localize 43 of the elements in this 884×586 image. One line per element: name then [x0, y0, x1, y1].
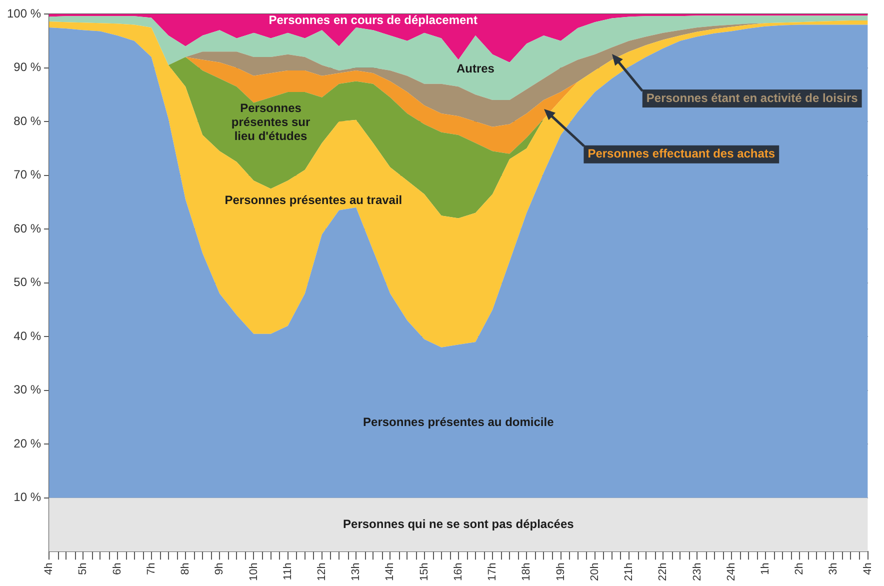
- series-label: Personnes présentes au domicile: [363, 414, 554, 429]
- y-tick-label: 60 %: [14, 221, 42, 236]
- x-tick-label: 9h: [214, 562, 226, 575]
- series-label: Autres: [456, 61, 495, 76]
- series-label: Personnes qui ne se sont pas déplacées: [343, 517, 574, 532]
- text: Personnes effectuant des achats: [588, 146, 776, 161]
- x-tick-label: 4h: [862, 562, 874, 575]
- y-tick-label: 80 %: [14, 114, 42, 128]
- x-tick-label: 16h: [452, 562, 464, 582]
- y-tick-label: 30 %: [14, 382, 42, 397]
- x-tick-label: 20h: [588, 562, 601, 582]
- y-tick-label: 50 %: [14, 275, 42, 290]
- x-tick-label: 11h: [282, 562, 294, 580]
- x-tick-label: 14h: [384, 562, 396, 582]
- series-label: Personnes en cours de déplacement: [268, 13, 478, 28]
- x-tick-label: 19h: [554, 562, 567, 582]
- y-tick-label: 40 %: [14, 328, 42, 343]
- x-tick-label: 1h: [759, 562, 772, 575]
- x-tick-label: 21h: [623, 562, 636, 582]
- x-tick-label: 6h: [111, 562, 124, 575]
- x-tick-label: 12h: [316, 562, 328, 582]
- y-tick-label: 20 %: [14, 436, 42, 450]
- x-tick-label: 24h: [725, 562, 738, 582]
- x-tick-label: 13h: [350, 562, 362, 582]
- x-tick-label: 17h: [486, 562, 499, 582]
- y-tick-label: 70 %: [14, 168, 42, 182]
- x-tick-label: 2h: [794, 562, 806, 575]
- x-tick-label: 18h: [520, 562, 533, 582]
- x-tick-label: 22h: [657, 562, 670, 582]
- y-tick-label: 90 %: [14, 60, 42, 74]
- text: Personnes étant en activité de loisirs: [646, 90, 858, 105]
- y-tick-label: 10 %: [14, 490, 42, 504]
- x-tick-label: 5h: [77, 562, 90, 575]
- x-tick-label: 4h: [43, 562, 56, 575]
- y-tick-label: 100 %: [6, 6, 42, 20]
- series-label: Personnes présentes sur lieu d'études: [231, 101, 310, 144]
- series-label: Personnes présentes au travail: [224, 193, 402, 208]
- x-tick-label: 23h: [691, 562, 704, 582]
- x-tick-label: 8h: [180, 562, 192, 575]
- x-tick-label: 10h: [248, 562, 260, 582]
- x-tick-label: 7h: [145, 562, 158, 575]
- x-tick-label: 15h: [418, 562, 430, 582]
- x-tick-label: 3h: [828, 562, 840, 575]
